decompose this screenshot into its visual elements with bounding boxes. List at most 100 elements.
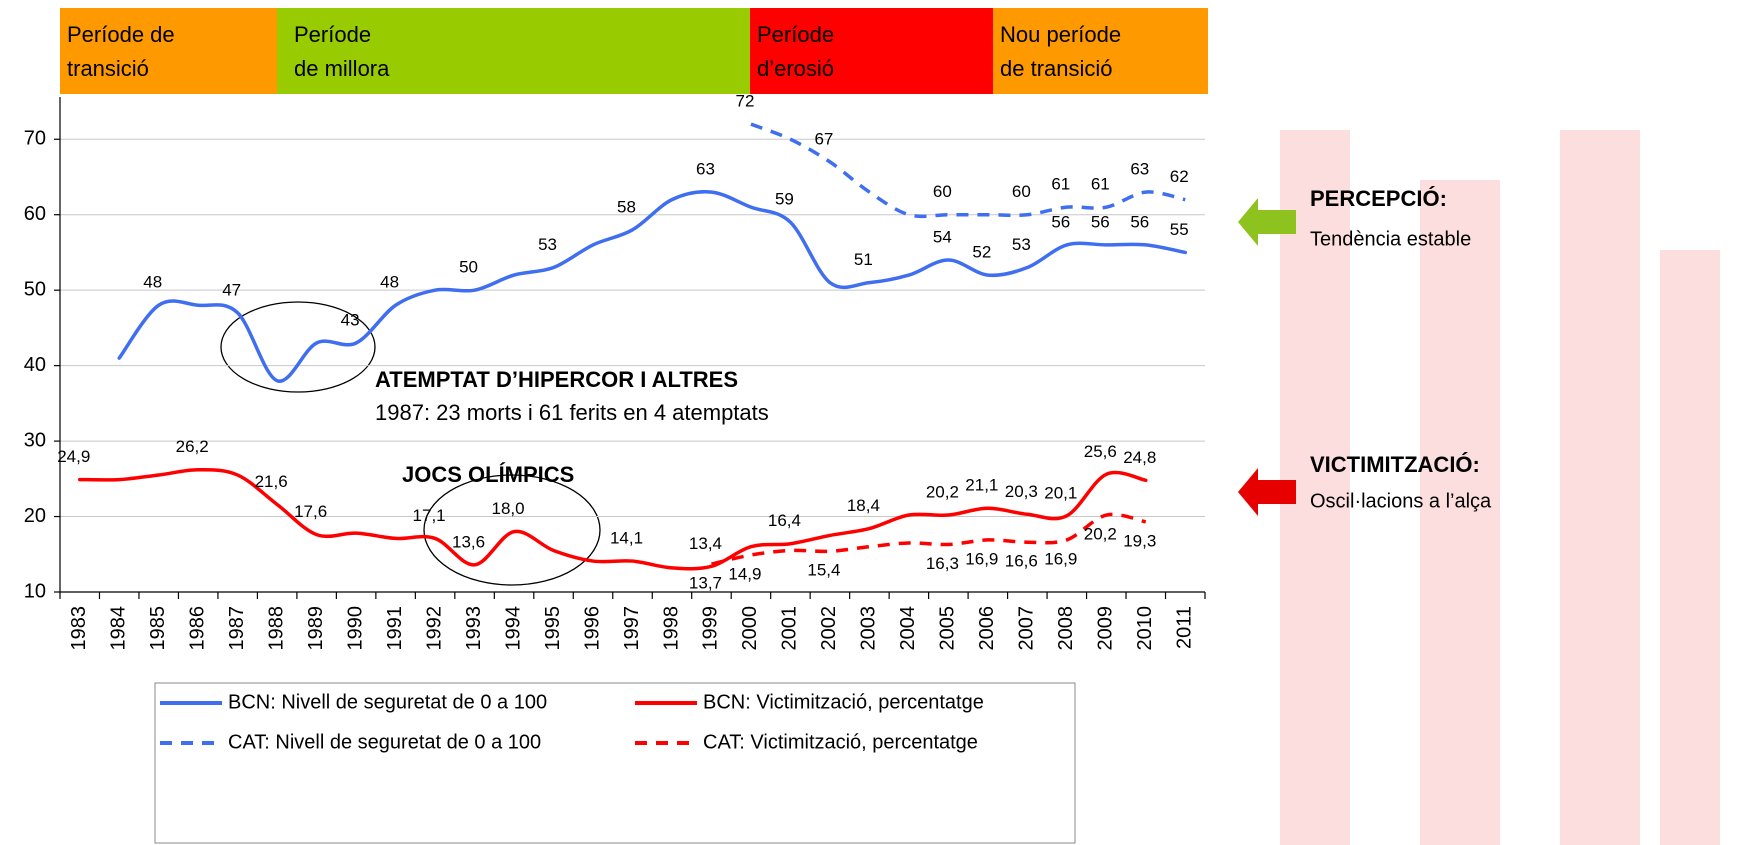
data-label: 18,0	[492, 499, 525, 518]
period-label: Període	[294, 22, 371, 47]
side-text: Oscil·lacions a l’alça	[1310, 490, 1492, 512]
x-tick-label: 2008	[1055, 606, 1077, 651]
side-title: PERCEPCIÓ:	[1310, 186, 1447, 211]
x-tick-label: 1989	[305, 606, 327, 651]
data-label: 56	[1130, 212, 1149, 231]
period-label: Període	[757, 22, 834, 47]
x-tick-label: 2001	[779, 606, 801, 651]
data-label: 43	[341, 310, 360, 329]
data-label: 16,9	[965, 549, 998, 568]
data-label: 61	[1051, 175, 1070, 194]
side-text: Tendència estable	[1310, 228, 1471, 250]
annotation-title: JOCS OLÍMPICS	[402, 462, 574, 487]
data-label: 16,9	[1044, 549, 1077, 568]
data-label: 47	[222, 280, 241, 299]
data-label: 72	[735, 92, 754, 111]
x-tick-label: 1988	[265, 606, 287, 651]
data-label: 55	[1170, 220, 1189, 239]
x-tick-label: 1997	[621, 606, 643, 651]
x-tick-label: 1991	[384, 606, 406, 651]
period-label: transició	[67, 56, 149, 81]
highlight-ellipse	[423, 474, 601, 586]
x-tick-label: 1983	[68, 606, 90, 651]
x-tick-label: 1990	[344, 606, 366, 651]
x-tick-label: 2009	[1095, 606, 1117, 651]
data-label: 13,7	[689, 574, 722, 593]
watermark-bar	[1420, 180, 1500, 845]
annotation-title: ATEMPTAT D’HIPERCOR I ALTRES	[375, 367, 738, 392]
data-label: 50	[459, 258, 478, 277]
legend-label: BCN: Nivell de seguretat de 0 a 100	[228, 691, 547, 713]
data-label: 20,2	[926, 483, 959, 502]
data-label: 18,4	[847, 496, 880, 515]
y-tick-label: 50	[24, 278, 46, 300]
period-band	[993, 8, 1208, 94]
period-label: de millora	[294, 56, 390, 81]
x-tick-label: 2006	[976, 606, 998, 651]
data-label: 15,4	[807, 561, 840, 580]
data-label: 54	[933, 227, 952, 246]
x-tick-label: 2004	[897, 606, 919, 651]
arrow-red	[1238, 468, 1296, 516]
legend-label: CAT: Nivell de seguretat de 0 a 100	[228, 731, 541, 753]
x-tick-label: 2005	[937, 606, 959, 651]
data-label: 17,1	[413, 506, 446, 525]
watermark	[1280, 130, 1720, 845]
y-tick-label: 60	[24, 203, 46, 225]
data-label: 13,6	[452, 532, 485, 551]
data-label: 16,3	[926, 554, 959, 573]
series-line	[77, 467, 1148, 571]
x-tick-label: 1994	[502, 606, 524, 651]
x-tick-label: 2011	[1174, 606, 1196, 649]
data-label: 61	[1091, 175, 1110, 194]
x-tick-label: 1985	[147, 606, 169, 651]
period-label: d’erosió	[757, 56, 834, 81]
x-tick-label: 1993	[463, 606, 485, 651]
series-line	[117, 190, 1188, 383]
data-label: 26,2	[176, 437, 209, 456]
y-tick-label: 10	[24, 580, 46, 602]
data-label: 14,1	[610, 529, 643, 548]
legend-label: BCN: Victimització, percentatge	[703, 691, 984, 713]
data-label: 20,1	[1044, 483, 1077, 502]
data-label: 17,6	[294, 502, 327, 521]
x-tick-label: 1984	[108, 606, 130, 651]
y-tick-label: 20	[24, 505, 46, 527]
y-tick-label: 70	[24, 128, 46, 150]
x-tick-label: 1986	[186, 606, 208, 651]
series-line	[750, 122, 1186, 219]
period-label: Període de	[67, 22, 175, 47]
data-label: 24,8	[1123, 448, 1156, 467]
data-label: 48	[143, 273, 162, 292]
y-tick-label: 40	[24, 354, 46, 376]
data-label: 59	[775, 190, 794, 209]
x-tick-label: 1998	[660, 606, 682, 651]
data-label: 63	[1130, 160, 1149, 179]
data-label: 53	[1012, 235, 1031, 254]
x-tick-label: 2010	[1134, 606, 1156, 651]
data-label: 56	[1051, 212, 1070, 231]
data-label: 53	[538, 235, 557, 254]
data-label: 48	[380, 273, 399, 292]
data-label: 16,6	[1005, 552, 1038, 571]
x-tick-label: 1987	[226, 606, 248, 651]
period-label: Nou període	[1000, 22, 1121, 47]
side-title: VICTIMITZACIÓ:	[1310, 452, 1480, 477]
data-label: 25,6	[1084, 442, 1117, 461]
data-label: 58	[617, 197, 636, 216]
legend-box	[154, 682, 1076, 844]
data-label: 21,6	[255, 472, 288, 491]
period-band	[750, 8, 993, 94]
data-label: 51	[854, 250, 873, 269]
data-label: 14,9	[728, 565, 761, 584]
watermark-bar	[1560, 130, 1640, 845]
x-tick-label: 2003	[858, 606, 880, 651]
data-label: 67	[814, 129, 833, 148]
data-label: 13,4	[689, 534, 722, 553]
data-label: 52	[972, 243, 991, 262]
x-tick-label: 1996	[581, 606, 603, 651]
data-label: 20,3	[1005, 482, 1038, 501]
y-tick-label: 30	[24, 429, 46, 451]
data-label: 60	[1012, 182, 1031, 201]
